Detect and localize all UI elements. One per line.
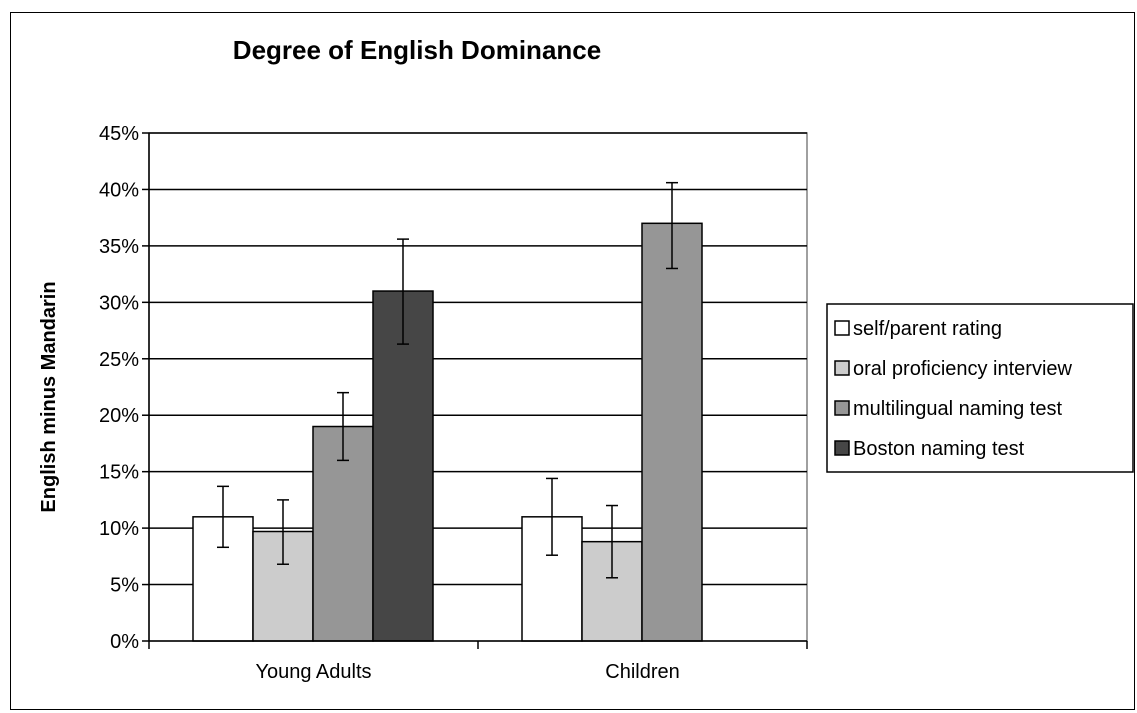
legend: self/parent rating oral proficiency inter… [826,303,1134,473]
bars-layer [192,222,703,642]
chart-frame: Degree of English Dominance English minu… [10,12,1135,710]
y-tick-label: 10% [99,518,139,540]
legend-swatch [834,360,850,376]
y-tick-label: 25% [99,349,139,371]
legend-swatch [834,400,850,416]
category-labels: Young Adults Children [255,661,679,683]
axes-layer [142,132,808,649]
y-tick-label: 20% [99,405,139,427]
errors-layer [217,181,678,579]
y-tick-label: 0% [110,631,139,653]
y-tick-label: 35% [99,236,139,258]
legend-swatch [834,320,850,336]
category-label: Young Adults [255,661,371,683]
legend-label: Boston naming test [853,438,1025,460]
bar [372,290,434,642]
y-tick-label: 30% [99,292,139,314]
y-tick-label: 5% [110,575,139,597]
legend-label: multilingual naming test [853,398,1062,420]
legend-label: oral proficiency interview [853,358,1073,380]
y-tick-label: 40% [99,179,139,201]
chart-svg: Degree of English Dominance English minu… [38,35,1134,683]
legend-swatch [834,440,850,456]
category-label: Children [605,661,679,683]
y-axis-title: English minus Mandarin [38,281,60,512]
bar [641,222,703,642]
y-tick-label: 45% [99,123,139,145]
y-tick-label: 15% [99,462,139,484]
legend-box [826,303,1134,473]
ticks-layer: 0% 5% 10% 15% 20% 25% 30% 35% 40% 45% [99,123,139,653]
legend-label: self/parent rating [853,318,1002,340]
chart-title: Degree of English Dominance [233,35,601,65]
